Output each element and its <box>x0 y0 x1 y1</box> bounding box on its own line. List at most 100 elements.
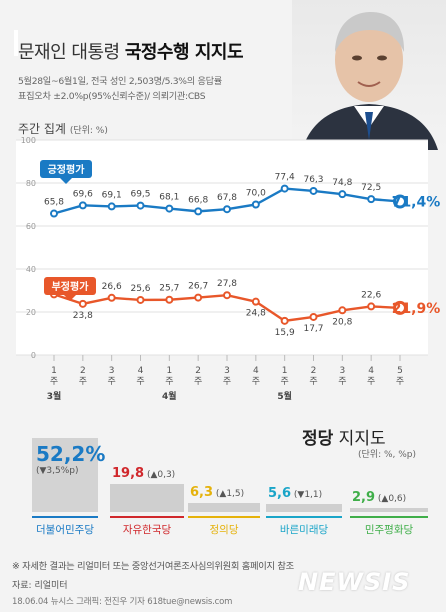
series-layer: 65,8 69,6 69,1 69,5 68,1 66,8 67,8 70,0 77,4 76,3… <box>40 160 440 338</box>
survey-margin: 표집오차 ±2.0%p(95%신뢰수준)/ 의뢰기관:CBS <box>18 91 206 102</box>
y-tick-label: 40 <box>26 265 36 274</box>
data-point <box>223 291 231 300</box>
data-point <box>251 200 260 209</box>
y-tick-label: 20 <box>26 308 36 317</box>
y-tick-label: 100 <box>21 136 36 145</box>
data-point <box>338 190 347 199</box>
data-label: 67,8 <box>217 193 237 203</box>
weekly-label: 주간 집계 (단위: %) <box>18 122 108 136</box>
party-name: 더불어민주당 <box>32 516 98 537</box>
data-point <box>280 316 289 325</box>
credit: 18.06.04 뉴시스 그래픽: 전진우 기자 618tue@newsis.c… <box>12 597 233 607</box>
x-axis: 1 주 2 주 3 주 4 주 1 주 2 주 3 주 4 주 1 주 2 주 3 주 4 주 5 주 3월 4월 5월 <box>47 355 404 402</box>
data-point <box>107 293 116 302</box>
data-label: 69,1 <box>102 190 122 200</box>
month-label: 3월 <box>47 390 62 402</box>
data-point <box>309 312 318 321</box>
month-label: 4월 <box>162 390 177 402</box>
data-label: 26,6 <box>102 282 122 292</box>
data-label: 65,8 <box>44 198 64 208</box>
series-legend: 부정평가 <box>44 277 96 301</box>
data-point <box>280 184 289 193</box>
data-point <box>338 306 347 315</box>
party-bar <box>266 504 342 512</box>
y-tick-label: 0 <box>31 351 36 360</box>
footnote: ※ 자세한 결과는 리얼미터 또는 중앙선거여론조사심의위원회 홈페이지 참조 <box>12 561 294 572</box>
newsis-logo: NEWSIS <box>298 568 411 596</box>
data-point <box>78 299 87 308</box>
data-point <box>194 293 203 302</box>
data-label: 26,7 <box>188 282 208 292</box>
data-point <box>50 209 58 218</box>
survey-period: 5월28일~6월1일, 전국 성인 2,503명/5.3%의 응답률 <box>18 76 222 87</box>
party-name: 자유한국당 <box>110 516 184 537</box>
president-portrait-image <box>292 0 446 150</box>
data-label: 77,4 <box>275 173 295 183</box>
y-tick-label: 60 <box>26 222 36 231</box>
party-name: 민주평화당 <box>350 516 428 537</box>
data-label: 24,8 <box>246 309 266 319</box>
data-label: 72,5 <box>361 183 381 193</box>
data-point <box>165 295 174 304</box>
party-name: 바른미래당 <box>266 516 342 537</box>
data-label: 69,6 <box>73 189 93 199</box>
data-point <box>136 201 145 210</box>
data-label: 20,8 <box>332 317 352 327</box>
party-bar <box>110 483 184 512</box>
data-label: 69,5 <box>130 190 150 200</box>
data-label: 70,0 <box>246 189 266 199</box>
data-label: 25,6 <box>130 284 150 294</box>
source: 자료: 리얼미터 <box>12 581 68 591</box>
data-label: 22,6 <box>361 290 381 300</box>
party-value: 5,6 (▼1,1) <box>268 486 323 502</box>
data-label: 17,7 <box>303 324 323 334</box>
data-point <box>194 207 203 216</box>
series-name: 긍정평가 <box>48 163 86 176</box>
party-unit: (단위: %, %p) <box>358 450 417 460</box>
party-name: 정의당 <box>188 516 260 537</box>
party-value: 19,8 (▲0,3) <box>112 465 176 481</box>
month-label: 5월 <box>277 390 292 402</box>
data-point <box>223 205 231 214</box>
data-point <box>393 300 407 315</box>
party-value: 2,9 (▲0,6) <box>352 489 407 505</box>
data-point <box>309 186 318 195</box>
page-title: 문재인 대통령 국정수행 지지도 <box>18 42 244 63</box>
data-label: 68,1 <box>159 193 179 203</box>
data-point <box>165 204 174 213</box>
series-legend: 긍정평가 <box>40 160 92 184</box>
data-label: 66,8 <box>188 195 208 205</box>
y-tick-label: 80 <box>26 179 36 188</box>
party-bar <box>32 438 98 512</box>
data-label: 74,8 <box>332 178 352 188</box>
data-point <box>367 302 376 311</box>
data-label: 25,7 <box>159 284 179 294</box>
data-point <box>251 297 260 306</box>
series-name: 부정평가 <box>52 280 90 293</box>
data-label: 15,9 <box>275 328 295 338</box>
title-accent <box>14 30 18 56</box>
data-point <box>78 201 87 210</box>
data-point <box>136 295 145 304</box>
data-label: 71,4% <box>392 194 441 210</box>
data-label: 76,3 <box>303 175 323 185</box>
party-bar <box>188 503 260 512</box>
party-value: 52,2% (▼3,5%p) <box>36 442 106 476</box>
data-point <box>107 202 116 211</box>
data-point <box>367 195 376 204</box>
